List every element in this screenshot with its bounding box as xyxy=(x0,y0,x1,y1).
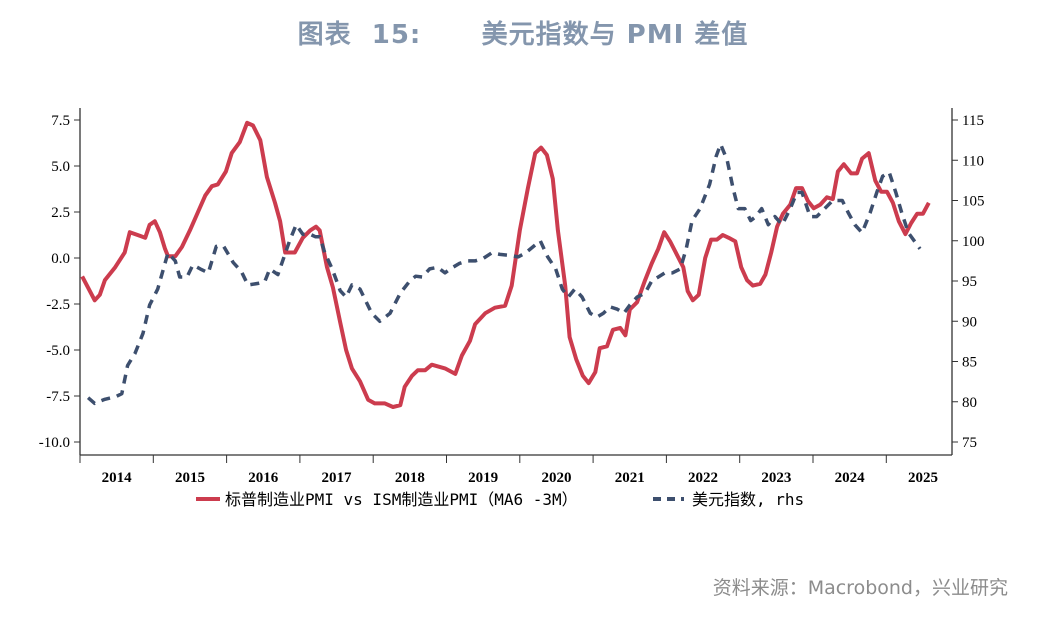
x-tick-label-2019: 2019 xyxy=(468,470,498,486)
right-tick-label: 105 xyxy=(962,194,985,210)
right-tick-label: 90 xyxy=(962,314,977,330)
right-tick-label: 85 xyxy=(962,355,977,371)
left-tick-label: 7.5 xyxy=(51,113,70,129)
x-tick-label-2021: 2021 xyxy=(615,470,645,486)
x-tick-label-2024: 2024 xyxy=(835,470,866,486)
x-tick-label-2014: 2014 xyxy=(102,470,133,486)
legend-label-dxy: 美元指数, rhs xyxy=(692,490,804,509)
legend: 标普制造业PMI vs ISM制造业PMI（MA6 -3M） 美元指数, rhs xyxy=(196,490,804,509)
left-tick-label: -5.0 xyxy=(46,343,70,359)
right-tick-label: 75 xyxy=(962,435,977,451)
legend-label-pmi: 标普制造业PMI vs ISM制造业PMI（MA6 -3M） xyxy=(225,490,578,509)
x-tick-label-2016: 2016 xyxy=(248,470,279,486)
left-tick-label: -10.0 xyxy=(39,435,70,451)
x-tick-label-2022: 2022 xyxy=(688,470,718,486)
series-pmi-spread-line xyxy=(80,120,931,409)
x-tick-label-2017: 2017 xyxy=(322,470,353,486)
left-tick-label: 2.5 xyxy=(51,205,70,221)
left-tick-label: -2.5 xyxy=(46,297,70,313)
left-tick-label: -7.5 xyxy=(46,389,70,405)
right-tick-label: 100 xyxy=(962,234,985,250)
series-dollar-index-line xyxy=(86,142,922,406)
x-tick-label-2025: 2025 xyxy=(908,470,938,486)
x-tick-label-2020: 2020 xyxy=(541,470,571,486)
source-note: 资料来源：Macrobond，兴业研究 xyxy=(712,577,1008,599)
right-tick-label: 95 xyxy=(962,274,977,290)
right-tick-label: 80 xyxy=(962,395,977,411)
left-tick-label: 5.0 xyxy=(51,159,70,175)
figure-title: 图表 15: 美元指数与 PMI 差值 xyxy=(297,20,749,50)
right-tick-label: 115 xyxy=(962,113,984,129)
x-tick-label-2018: 2018 xyxy=(395,470,425,486)
right-tick-label: 110 xyxy=(962,153,984,169)
left-tick-label: 0.0 xyxy=(51,251,70,267)
x-tick-label-2023: 2023 xyxy=(761,470,791,486)
line-chart: 7.5 5.0 2.5 0.0 -2.5 -5.0 -7.5 -10.0 115 110 105 10… xyxy=(39,108,985,509)
x-tick-label-2015: 2015 xyxy=(175,470,205,486)
